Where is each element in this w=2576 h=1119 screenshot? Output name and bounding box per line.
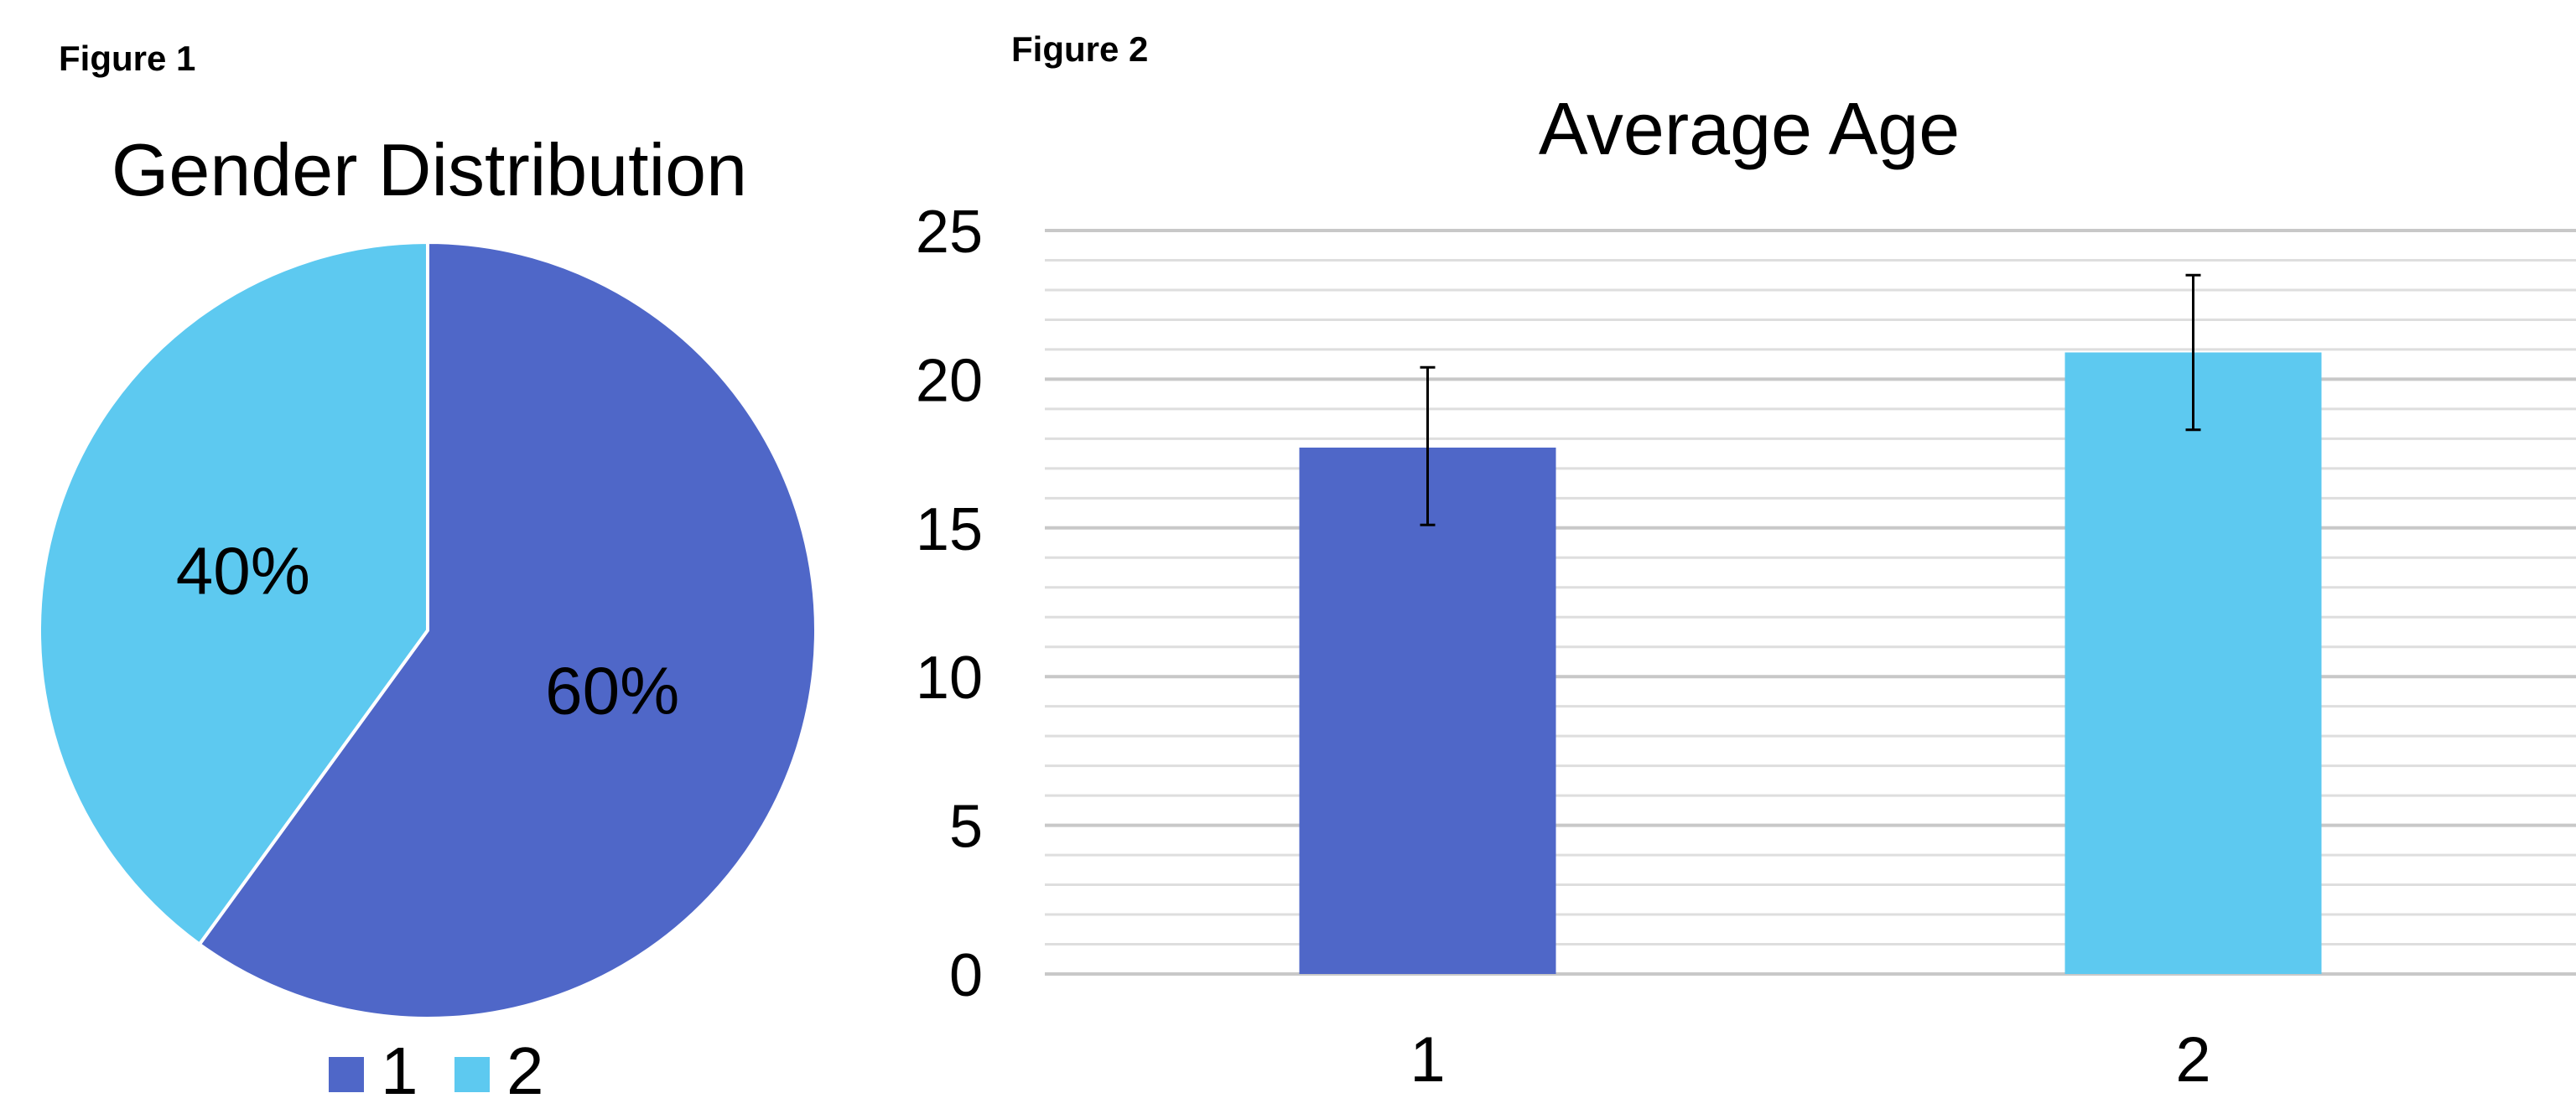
bar-gridlines [1045,229,2576,976]
figure-1-label: Figure 1 [59,39,195,78]
pie-slice-label-1: 60% [545,654,679,728]
y-tick-label: 25 [916,199,983,266]
bar-2 [2064,352,2322,974]
bar-1 [1299,448,1556,974]
pie-chart-title: Gender Distribution [112,128,747,211]
y-tick-label: 0 [949,942,983,1009]
legend-swatch-1 [329,1057,364,1092]
y-tick-label: 10 [916,645,983,712]
x-tick-label-1: 1 [1410,1024,1445,1096]
figure-2-label: Figure 2 [1011,29,1148,69]
y-tick-label: 20 [916,347,983,414]
legend-label-2: 2 [506,1034,544,1108]
pie-slice-labels: 60% 40% [176,533,679,728]
pie-slice-label-2: 40% [176,533,310,608]
pie-slices [38,240,818,1020]
y-tick-label: 15 [916,496,983,563]
legend-swatch-2 [454,1057,490,1092]
y-tick-label: 5 [949,794,983,861]
bar-bars [1299,352,2322,974]
legend-label-1: 1 [381,1034,418,1108]
x-tick-label-2: 2 [2175,1024,2210,1096]
bar-y-tick-labels: 0 5 10 15 20 25 [916,199,983,1009]
pie-slice-2 [38,240,429,947]
bar-error-bars [1420,273,2201,526]
bar-chart-title: Average Age [1539,87,1960,170]
pie-slice-1 [197,240,818,1020]
